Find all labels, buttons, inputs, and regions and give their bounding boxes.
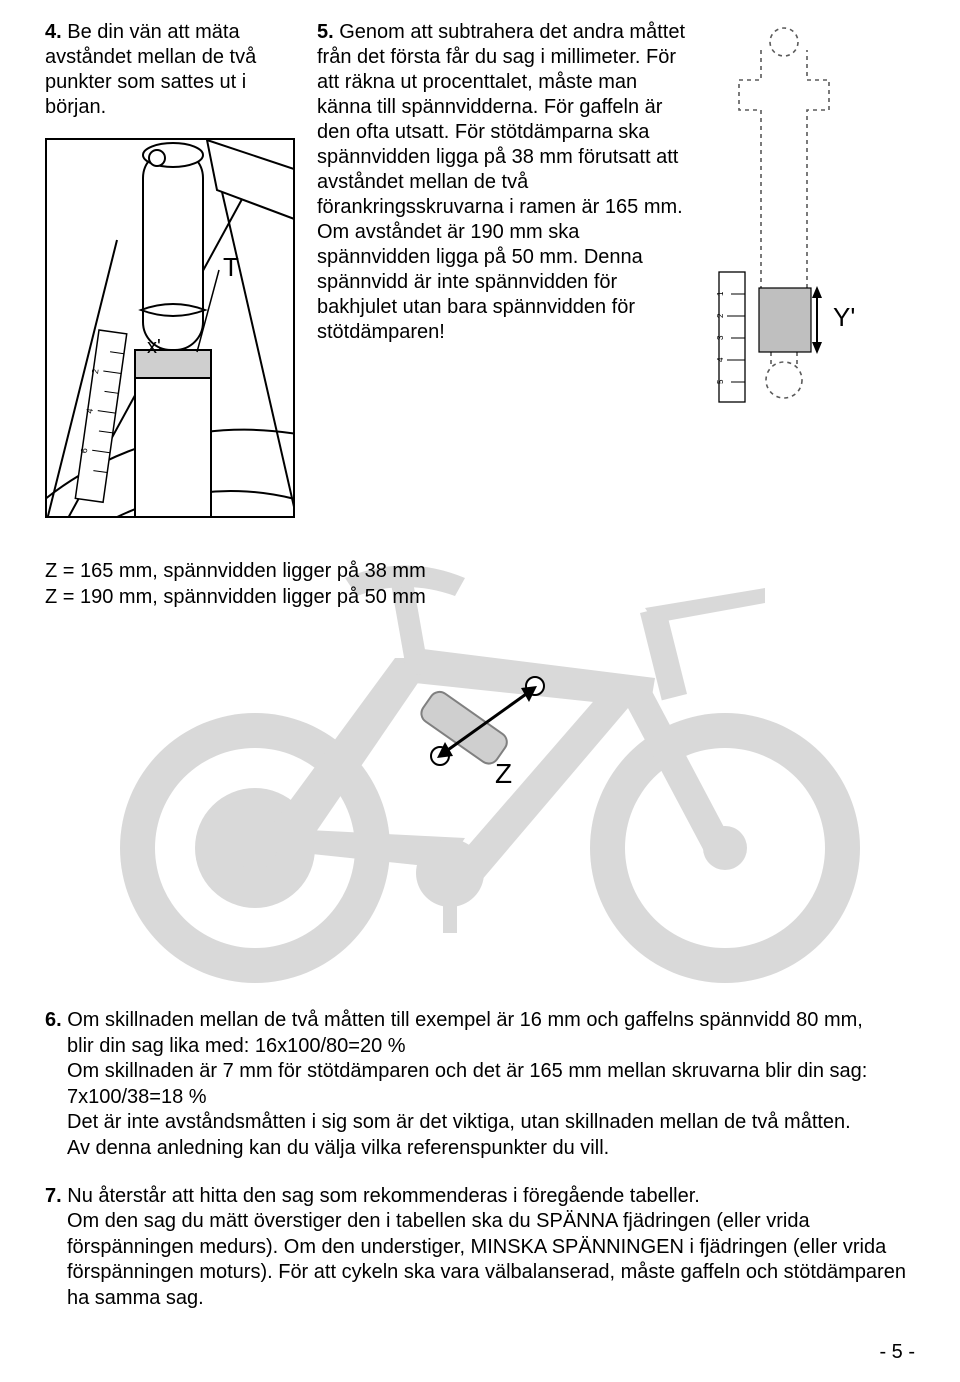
step4-para: 4. Be din vän att mäta avståndet mellan …	[45, 20, 305, 120]
step7: 7. Nu återstår att hitta den sag som rek…	[45, 1184, 915, 1312]
step7-l4: förspänningen moturs). För att cykeln sk…	[45, 1260, 915, 1286]
step6-num: 6.	[45, 1009, 62, 1031]
step5-para: 5. Genom att subtrahera det andra måttet…	[317, 20, 687, 345]
col-step4: 4. Be din vän att mäta avståndet mellan …	[45, 20, 305, 518]
svg-text:2: 2	[716, 313, 725, 318]
step6-l3: Om skillnaden är 7 mm för stötdämparen o…	[45, 1059, 915, 1085]
step6-l6: Av denna anledning kan du välja vilka re…	[45, 1136, 915, 1162]
step7-l1: Nu återstår att hitta den sag som rekomm…	[67, 1185, 700, 1207]
step6-l4: 7x100/38=18 %	[45, 1085, 915, 1111]
step7-num: 7.	[45, 1185, 62, 1207]
label-Y: Y'	[833, 302, 855, 333]
svg-text:3: 3	[716, 335, 725, 340]
step5-num: 5.	[317, 21, 334, 43]
col-shock: 1 2 3 4 5 Y'	[699, 20, 879, 518]
col-step5: 5. Genom att subtrahera det andra måttet…	[317, 20, 687, 518]
label-T: T	[223, 252, 239, 283]
z-lines: Z = 165 mm, spännvidden ligger på 38 mm …	[45, 558, 915, 610]
svg-text:1: 1	[716, 291, 725, 296]
mid-section: Z = 165 mm, spännvidden ligger på 38 mm …	[45, 558, 915, 998]
z-line1: Z = 165 mm, spännvidden ligger på 38 mm	[45, 558, 915, 584]
step6-l2: blir din sag lika med: 16x100/80=20 %	[45, 1034, 915, 1060]
fork-svg: 2 4 6	[47, 140, 295, 518]
bottom-steps: 6. Om skillnaden mellan de två måtten ti…	[45, 1008, 915, 1312]
shock-svg: 1 2 3 4 5	[699, 20, 869, 420]
step7-l3: förspänningen medurs). Om den understige…	[45, 1235, 915, 1261]
svg-text:4: 4	[716, 357, 725, 362]
svg-text:5: 5	[716, 379, 725, 384]
step6: 6. Om skillnaden mellan de två måtten ti…	[45, 1008, 915, 1162]
step6-l1: Om skillnaden mellan de två måtten till …	[67, 1009, 863, 1031]
step4-text: Be din vän att mäta avståndet mellan de …	[45, 21, 256, 118]
step5-text: Genom att subtrahera det andra måttet fr…	[317, 21, 685, 343]
figure-shock: 1 2 3 4 5 Y'	[699, 20, 869, 420]
step4-num: 4.	[45, 21, 62, 43]
step7-l5: ha samma sag.	[45, 1286, 915, 1312]
page-number: - 5 -	[879, 1341, 915, 1364]
label-X: x'	[147, 336, 161, 359]
z-line2: Z = 190 mm, spännvidden ligger på 50 mm	[45, 584, 915, 610]
step6-l5: Det är inte avståndsmåtten i sig som är …	[45, 1110, 915, 1136]
top-row: 4. Be din vän att mäta avståndet mellan …	[45, 20, 915, 518]
step7-l2: Om den sag du mätt överstiger den i tabe…	[45, 1209, 915, 1235]
label-Z: Z	[495, 758, 512, 790]
figure-fork: 2 4 6 T x'	[45, 138, 295, 518]
